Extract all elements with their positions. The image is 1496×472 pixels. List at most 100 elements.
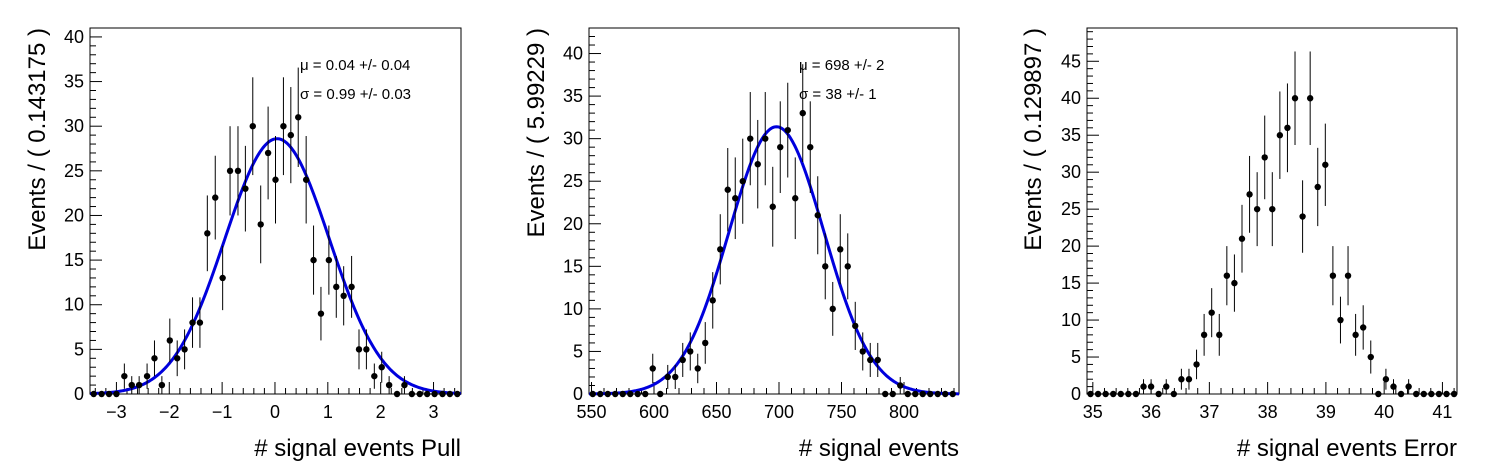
- data-point: [1420, 390, 1427, 398]
- marker: [242, 185, 249, 192]
- data-point: [612, 390, 619, 398]
- marker: [219, 274, 226, 282]
- marker: [310, 256, 317, 264]
- data-point: [302, 136, 310, 224]
- data-point: [317, 286, 325, 341]
- data-point: [687, 332, 694, 371]
- marker: [1443, 390, 1450, 398]
- data-point: [852, 301, 859, 350]
- data-point: [1208, 288, 1215, 338]
- marker: [1413, 390, 1420, 398]
- data-point: [702, 322, 709, 364]
- x-axis-label: # signal events: [799, 435, 959, 462]
- marker: [1352, 331, 1359, 339]
- data-point: [1337, 296, 1344, 344]
- data-point: [679, 342, 686, 377]
- y-tick-label: 15: [1061, 273, 1081, 293]
- x-tick-label: 2: [376, 402, 386, 422]
- marker: [679, 356, 686, 364]
- marker: [151, 355, 158, 362]
- data-point: [844, 233, 851, 300]
- marker: [1359, 324, 1367, 331]
- marker: [1155, 390, 1162, 398]
- data-point: [333, 255, 340, 318]
- marker: [295, 114, 302, 121]
- data-point: [1163, 379, 1170, 394]
- panel-signal-events: 550 600 650 700 750 800 0 5 10 15 20 25 30 35 40 # sign…: [523, 27, 960, 462]
- marker: [90, 390, 97, 398]
- data-point: [1390, 379, 1397, 394]
- data-point: [1102, 390, 1109, 398]
- x-tick-label: −2: [159, 402, 180, 422]
- data-point: [664, 364, 671, 390]
- marker: [348, 283, 355, 291]
- fit-curve: [588, 125, 960, 396]
- marker: [852, 322, 859, 330]
- data-point: [295, 67, 302, 167]
- data-point: [401, 376, 408, 394]
- marker: [446, 390, 454, 398]
- y-tick-label: 25: [563, 171, 583, 191]
- y-tick-label: 25: [1061, 199, 1081, 219]
- marker: [1375, 390, 1382, 398]
- marker: [378, 364, 385, 371]
- marker: [799, 109, 806, 117]
- marker: [1185, 376, 1193, 383]
- x-tick-label: 40: [1374, 402, 1394, 422]
- data-point: [431, 390, 438, 398]
- data-point: [1306, 51, 1314, 146]
- x-tick-label: 1: [323, 402, 333, 422]
- marker: [934, 390, 941, 398]
- data-point: [135, 376, 143, 394]
- data-point: [604, 390, 611, 398]
- y-tick-label: 5: [1071, 347, 1081, 367]
- data-point: [1253, 172, 1261, 247]
- data-point: [1269, 172, 1276, 247]
- marker: [272, 176, 279, 183]
- data-point: [371, 363, 378, 389]
- x-tick-label: 3: [429, 402, 439, 422]
- data-point: [1291, 51, 1299, 146]
- data-point: [732, 157, 739, 240]
- data-point: [143, 363, 151, 389]
- marker: [1397, 390, 1405, 398]
- y-axis-label: Events / ( 0.143175 ): [24, 28, 51, 251]
- marker: [340, 292, 347, 300]
- marker: [98, 390, 105, 398]
- data-point: [98, 390, 105, 398]
- plot-frame: [89, 27, 462, 395]
- marker: [1367, 353, 1374, 361]
- marker: [234, 167, 242, 175]
- data-point: [912, 390, 919, 398]
- y-tick-label: 30: [64, 116, 84, 136]
- marker: [1253, 205, 1261, 213]
- data-point: [226, 126, 234, 216]
- marker: [226, 167, 234, 175]
- data-point: [219, 245, 226, 311]
- data-point: [769, 166, 776, 247]
- marker: [1284, 124, 1291, 132]
- y-axis-label: Events / ( 5.99229 ): [523, 28, 550, 237]
- y-tick-label: 0: [573, 384, 583, 404]
- plot-frame: [588, 27, 960, 395]
- marker: [1314, 183, 1321, 191]
- y-tick-label: 10: [1061, 310, 1081, 330]
- data-point: [439, 390, 446, 398]
- x-tick-label: 650: [701, 402, 731, 422]
- data-point: [634, 390, 641, 398]
- data-point: [627, 390, 634, 398]
- data-point: [649, 353, 656, 384]
- marker: [401, 381, 408, 389]
- data-point: [272, 136, 279, 224]
- y-tick-label: 30: [563, 129, 583, 149]
- data-point: [777, 101, 784, 193]
- data-point: [454, 390, 461, 398]
- data-point: [897, 376, 904, 394]
- data-point: [1261, 115, 1268, 200]
- data-point: [151, 340, 158, 377]
- y-tick-label: 0: [1071, 384, 1081, 404]
- data-point: [1314, 147, 1321, 227]
- marker: [249, 122, 256, 130]
- data-point: [158, 376, 166, 394]
